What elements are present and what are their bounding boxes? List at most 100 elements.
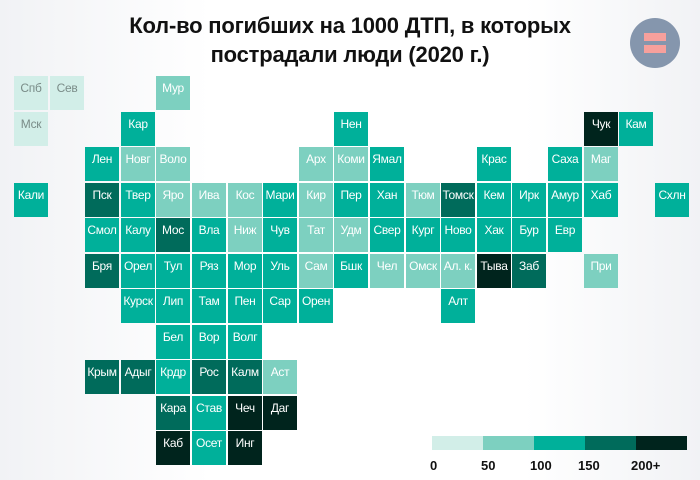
region-tile: Ряз bbox=[192, 254, 226, 288]
region-tile: Адыг bbox=[121, 360, 155, 394]
region-tile: Орел bbox=[121, 254, 155, 288]
region-tile: Даг bbox=[263, 396, 297, 430]
region-tile: Ниж bbox=[228, 218, 262, 252]
legend-swatch bbox=[432, 436, 483, 450]
legend-tick-label: 50 bbox=[481, 458, 496, 473]
legend-tick-label: 100 bbox=[530, 458, 552, 473]
region-tile: Крым bbox=[85, 360, 119, 394]
region-tile: Спб bbox=[14, 76, 48, 110]
region-tile: Лен bbox=[85, 147, 119, 181]
region-tile: Ямал bbox=[370, 147, 404, 181]
region-tile: Арх bbox=[299, 147, 333, 181]
region-tile: Сар bbox=[263, 289, 297, 323]
region-tile: Алт bbox=[441, 289, 475, 323]
region-tile: Чук bbox=[584, 112, 618, 146]
region-tile: Пер bbox=[334, 183, 368, 217]
region-tile: Пск bbox=[85, 183, 119, 217]
region-tile: Саха bbox=[548, 147, 582, 181]
legend-labels: 0 50 100 150 200+ bbox=[428, 458, 698, 474]
region-tile: Мур bbox=[156, 76, 190, 110]
region-tile: Кем bbox=[477, 183, 511, 217]
chart-title: Кол-во погибших на 1000 ДТП, в которых п… bbox=[60, 11, 640, 69]
region-tile: Смол bbox=[85, 218, 119, 252]
region-tile: Сам bbox=[299, 254, 333, 288]
region-tile: Кам bbox=[619, 112, 653, 146]
region-tile: Рос bbox=[192, 360, 226, 394]
region-tile: Коми bbox=[334, 147, 368, 181]
region-tile: Кир bbox=[299, 183, 333, 217]
region-tile: Хаб bbox=[584, 183, 618, 217]
region-tile: Бел bbox=[156, 325, 190, 359]
region-tile: Калу bbox=[121, 218, 155, 252]
region-tile: Тюм bbox=[406, 183, 440, 217]
region-tile: Свер bbox=[370, 218, 404, 252]
color-legend bbox=[432, 436, 687, 450]
region-tile: Волг bbox=[228, 325, 262, 359]
region-tile: Заб bbox=[512, 254, 546, 288]
region-tile: Тат bbox=[299, 218, 333, 252]
region-tile: Лип bbox=[156, 289, 190, 323]
legend-tick-label: 0 bbox=[430, 458, 438, 473]
legend-tick-label: 200+ bbox=[631, 458, 661, 473]
equals-logo-icon bbox=[630, 18, 680, 68]
region-tile: Хан bbox=[370, 183, 404, 217]
region-tile: Тул bbox=[156, 254, 190, 288]
region-tile: Ирк bbox=[512, 183, 546, 217]
region-tile: Кара bbox=[156, 396, 190, 430]
region-tile: Кос bbox=[228, 183, 262, 217]
region-tile: Томск bbox=[441, 183, 475, 217]
region-tile: Бур bbox=[512, 218, 546, 252]
region-tile: Аст bbox=[263, 360, 297, 394]
chart-title-line-1: Кол-во погибших на 1000 ДТП, в которых bbox=[129, 13, 571, 38]
region-tile: Кург bbox=[406, 218, 440, 252]
legend-swatch bbox=[636, 436, 687, 450]
region-tile: Удм bbox=[334, 218, 368, 252]
region-tile: Хак bbox=[477, 218, 511, 252]
region-tile: Чел bbox=[370, 254, 404, 288]
region-tile: Омск bbox=[406, 254, 440, 288]
region-tile: Воло bbox=[156, 147, 190, 181]
legend-swatch bbox=[483, 436, 534, 450]
region-tile: Инг bbox=[228, 431, 262, 465]
region-tile: Пен bbox=[228, 289, 262, 323]
region-tile: Маг bbox=[584, 147, 618, 181]
region-tile: Кали bbox=[14, 183, 48, 217]
region-tile: Бря bbox=[85, 254, 119, 288]
legend-swatch bbox=[534, 436, 585, 450]
region-tile: Новг bbox=[121, 147, 155, 181]
region-tile: Орен bbox=[299, 289, 333, 323]
region-tile: Вор bbox=[192, 325, 226, 359]
region-tile: Кар bbox=[121, 112, 155, 146]
region-tile: Твер bbox=[121, 183, 155, 217]
region-tile: Уль bbox=[263, 254, 297, 288]
region-tile: Там bbox=[192, 289, 226, 323]
legend-swatch bbox=[585, 436, 636, 450]
region-tile: Калм bbox=[228, 360, 262, 394]
region-tile: Мск bbox=[14, 112, 48, 146]
region-tile: Став bbox=[192, 396, 226, 430]
region-tile: Мос bbox=[156, 218, 190, 252]
region-tile: Ал. к. bbox=[441, 254, 475, 288]
region-tile: Ива bbox=[192, 183, 226, 217]
region-tile: Осет bbox=[192, 431, 226, 465]
region-tile: Нен bbox=[334, 112, 368, 146]
region-tile: Крас bbox=[477, 147, 511, 181]
region-tile: Мор bbox=[228, 254, 262, 288]
region-tile: Чеч bbox=[228, 396, 262, 430]
region-tile: Евр bbox=[548, 218, 582, 252]
region-tile: Ново bbox=[441, 218, 475, 252]
region-tile: Схлн bbox=[655, 183, 689, 217]
region-tile: Вла bbox=[192, 218, 226, 252]
region-tile: Мари bbox=[263, 183, 297, 217]
region-tile: Бшк bbox=[334, 254, 368, 288]
legend-tick-label: 150 bbox=[578, 458, 600, 473]
region-tile: Крдр bbox=[156, 360, 190, 394]
region-tile: Яро bbox=[156, 183, 190, 217]
region-tile: Каб bbox=[156, 431, 190, 465]
region-tile: При bbox=[584, 254, 618, 288]
region-tile: Курск bbox=[121, 289, 155, 323]
chart-title-line-2: пострадали люди (2020 г.) bbox=[210, 42, 490, 67]
region-tile: Сев bbox=[50, 76, 84, 110]
region-tile: Тыва bbox=[477, 254, 511, 288]
